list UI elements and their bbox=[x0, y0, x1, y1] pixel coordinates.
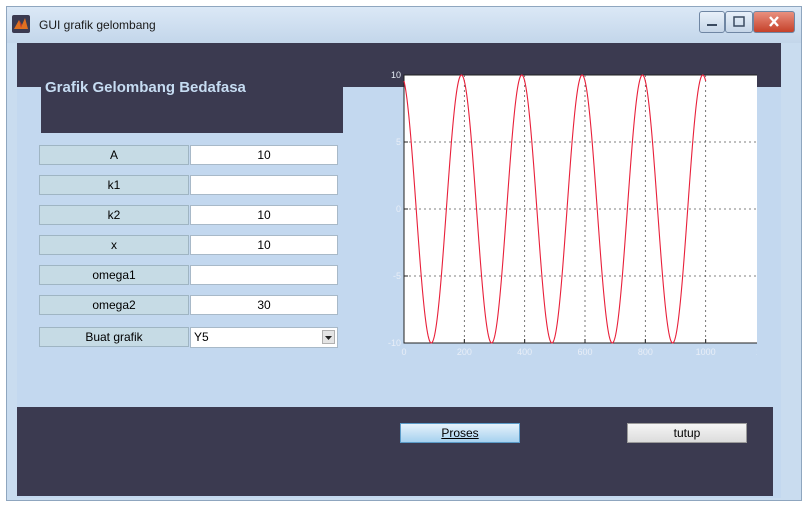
x-tick-label: 400 bbox=[517, 347, 532, 357]
y-tick-label: 0 bbox=[396, 204, 401, 214]
window-title: GUI grafik gelombang bbox=[39, 18, 156, 32]
x-tick-label: 1200 bbox=[756, 347, 757, 357]
minimize-icon bbox=[700, 12, 724, 32]
x-tick-label: 1000 bbox=[696, 347, 716, 357]
input-a[interactable]: 10 bbox=[190, 145, 338, 165]
maximize-icon bbox=[726, 12, 752, 32]
buat-grafik-select[interactable]: Y5 bbox=[190, 327, 338, 348]
maximize-button[interactable] bbox=[725, 11, 753, 33]
y-tick-label: 5 bbox=[396, 137, 401, 147]
input-omega2[interactable]: 30 bbox=[190, 295, 338, 315]
label-buat-grafik: Buat grafik bbox=[39, 327, 189, 347]
input-x[interactable]: 10 bbox=[190, 235, 338, 255]
app-window: GUI grafik gelombang Grafik Gelombang Be… bbox=[6, 6, 802, 501]
label-a: A bbox=[39, 145, 189, 165]
dropdown-arrow-icon[interactable] bbox=[322, 330, 335, 344]
title-bar[interactable]: GUI grafik gelombang bbox=[7, 7, 801, 43]
label-omega2: omega2 bbox=[39, 295, 189, 315]
wave-chart: 0 200 400 600 800 1000 1200 10 5 0 -5 -10 bbox=[377, 69, 757, 369]
x-tick-label: 0 bbox=[401, 347, 406, 357]
label-k1: k1 bbox=[39, 175, 189, 195]
buat-grafik-selected: Y5 bbox=[194, 330, 209, 344]
tutup-button[interactable]: tutup bbox=[627, 423, 747, 443]
x-tick-label: 600 bbox=[577, 347, 592, 357]
label-omega1: omega1 bbox=[39, 265, 189, 285]
matlab-app-icon bbox=[12, 15, 30, 33]
proses-button[interactable]: Proses bbox=[400, 423, 520, 443]
y-tick-label: 10 bbox=[391, 70, 401, 80]
label-k2: k2 bbox=[39, 205, 189, 225]
y-tick-label: -10 bbox=[388, 338, 401, 348]
close-icon bbox=[754, 12, 794, 32]
figure-area: Grafik Gelombang Bedafasa A 10 k1 k2 10 … bbox=[17, 43, 781, 498]
heading-panel: Grafik Gelombang Bedafasa bbox=[41, 75, 343, 133]
bottom-panel bbox=[17, 407, 773, 496]
label-x: x bbox=[39, 235, 189, 255]
y-tick-label: -5 bbox=[393, 271, 401, 281]
heading-text: Grafik Gelombang Bedafasa bbox=[45, 79, 246, 96]
minimize-button[interactable] bbox=[699, 11, 725, 33]
close-button[interactable] bbox=[753, 11, 795, 33]
input-omega1[interactable] bbox=[190, 265, 338, 285]
input-k1[interactable] bbox=[190, 175, 338, 195]
input-k2[interactable]: 10 bbox=[190, 205, 338, 225]
x-tick-label: 200 bbox=[457, 347, 472, 357]
x-tick-label: 800 bbox=[638, 347, 653, 357]
